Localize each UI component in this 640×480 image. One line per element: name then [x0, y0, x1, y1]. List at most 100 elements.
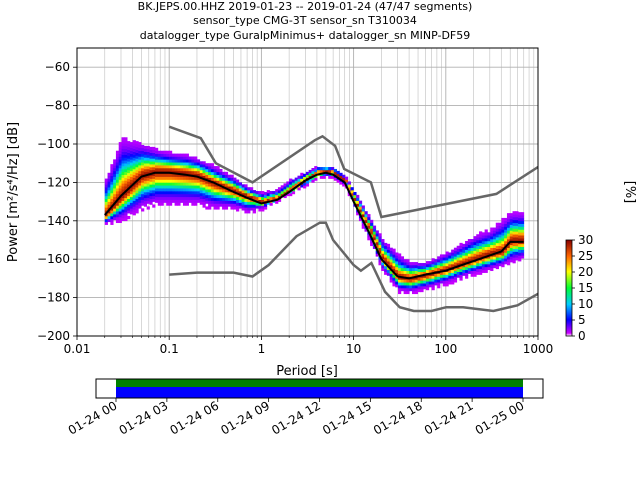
density-cell [124, 217, 128, 222]
density-cell [236, 185, 240, 189]
density-cell [459, 248, 463, 252]
density-cell [138, 188, 142, 192]
density-cell [208, 192, 212, 196]
density-cell [479, 265, 483, 270]
density-cell [414, 267, 418, 272]
density-cell [208, 206, 212, 210]
density-cell [135, 207, 139, 211]
density-cell [437, 279, 441, 283]
density-cell [445, 251, 449, 255]
density-cell [210, 174, 215, 178]
density-cell [406, 264, 410, 269]
density-cell [314, 177, 318, 181]
density-cell [146, 160, 150, 164]
density-cell [132, 143, 136, 147]
density-cell [141, 156, 145, 160]
density-cell [113, 216, 117, 221]
density-cell [115, 211, 120, 215]
density-cell [113, 176, 117, 180]
density-cell [386, 243, 391, 248]
density-cell [487, 264, 491, 268]
density-cell [121, 194, 125, 199]
density-cell [110, 167, 114, 171]
density-cell [132, 194, 136, 199]
density-cell [518, 229, 522, 233]
density-cell [129, 182, 134, 186]
density-cell [202, 190, 206, 194]
density-cell [515, 257, 519, 261]
density-cell [227, 180, 231, 184]
density-cell [132, 186, 136, 190]
density-cell [132, 183, 136, 187]
density-cell [381, 253, 385, 257]
density-cell [414, 290, 418, 295]
density-cell [208, 200, 212, 204]
density-cell [311, 179, 315, 183]
density-cell [177, 170, 181, 175]
density-cell [512, 219, 516, 224]
density-cell [277, 198, 282, 202]
density-cell [149, 155, 153, 159]
density-cell [196, 179, 201, 183]
density-cell [515, 237, 519, 241]
density-cell [143, 160, 148, 164]
density-cell [476, 265, 480, 270]
density-cell [149, 178, 153, 182]
density-cell [210, 171, 215, 176]
density-cell [456, 271, 460, 275]
density-cell [152, 146, 156, 151]
density-cell [138, 191, 142, 195]
density-cell [205, 163, 209, 167]
density-cell [168, 202, 173, 206]
x-axis-ticks: 0.01 0.1 1 10 100 1000 [64, 336, 553, 356]
density-cell [344, 176, 349, 180]
density-cell [132, 151, 136, 155]
density-cell [141, 191, 145, 195]
density-cell [476, 234, 480, 238]
density-cell [132, 189, 136, 193]
density-cell [356, 197, 360, 201]
density-cell [381, 267, 385, 272]
density-cell [224, 197, 229, 201]
density-cell [210, 183, 215, 187]
density-cell [205, 183, 209, 187]
density-cell [384, 257, 388, 261]
y-axis-ticks: −200−180−160−140−120−100−80−60 [37, 60, 77, 343]
density-cell [275, 194, 279, 199]
density-cell [224, 171, 229, 176]
density-cell [224, 177, 229, 181]
density-cell [205, 171, 209, 176]
density-cell [222, 200, 226, 204]
density-cell [222, 194, 226, 199]
density-cell [476, 237, 480, 241]
density-cell [216, 200, 220, 204]
density-cell [146, 206, 150, 210]
density-cell [205, 192, 209, 196]
density-cell [107, 201, 111, 205]
density-cell [275, 189, 279, 193]
density-cell [113, 159, 117, 163]
density-cell [336, 179, 340, 183]
density-cell [347, 181, 351, 185]
density-cell [110, 201, 114, 205]
density-cell [414, 270, 418, 274]
density-cell [403, 290, 407, 295]
colorbar-gradient [565, 239, 573, 337]
density-cell [157, 159, 162, 163]
density-cell [160, 202, 164, 206]
density-cell [157, 188, 162, 192]
density-cell [386, 266, 391, 271]
density-cell [364, 222, 368, 226]
density-cell [180, 170, 184, 175]
density-cell [417, 286, 421, 290]
density-cell [104, 190, 108, 194]
density-cell [233, 203, 237, 207]
density-cell [224, 183, 229, 187]
density-cell [498, 225, 502, 229]
density-cell [143, 197, 148, 201]
density-cell [115, 205, 120, 209]
density-cell [185, 196, 189, 200]
density-cell [127, 201, 131, 205]
density-cell [135, 204, 139, 208]
